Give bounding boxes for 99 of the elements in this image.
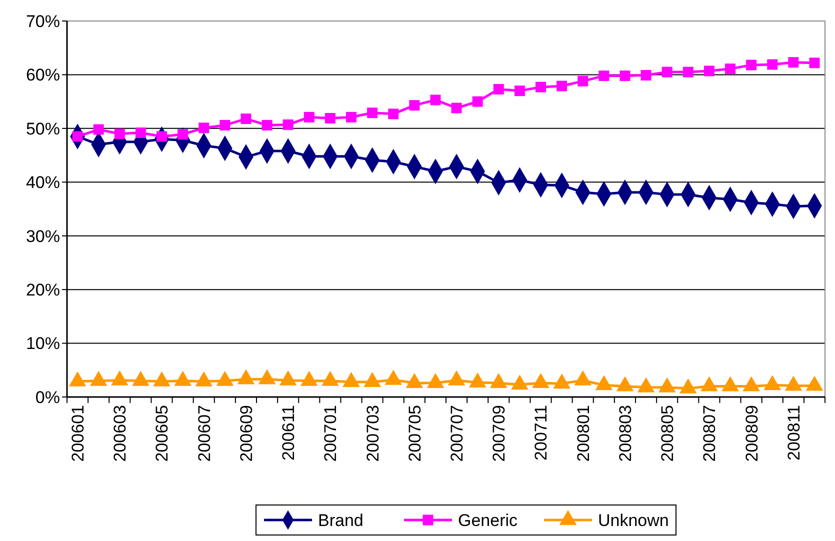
point (279, 370, 297, 386)
point (324, 112, 336, 124)
point (216, 370, 234, 386)
point (93, 124, 104, 135)
point (493, 84, 504, 94)
point (553, 374, 570, 389)
point (578, 76, 588, 86)
point (367, 108, 378, 118)
x-tick-label: 200705 (405, 405, 424, 462)
point (514, 86, 525, 96)
x-tick-label: 200803 (616, 405, 635, 462)
y-tick-label: 60% (26, 66, 60, 85)
point (511, 374, 528, 390)
point (300, 370, 318, 386)
legend-label: Unknown (598, 510, 669, 530)
point (595, 375, 613, 390)
point (195, 371, 213, 386)
point (240, 114, 252, 124)
point (620, 70, 630, 82)
point (364, 372, 381, 387)
x-tick-label: 200607 (194, 405, 214, 462)
point (679, 378, 697, 394)
point (451, 102, 462, 114)
point (198, 122, 210, 134)
legend-label: Brand (318, 510, 364, 530)
x-tick-label: 200601 (68, 405, 88, 462)
point (430, 94, 441, 106)
point (556, 80, 568, 92)
x-tick-label: 200811 (784, 405, 804, 460)
point (468, 372, 486, 388)
point (806, 376, 824, 391)
point (640, 70, 652, 80)
point (346, 112, 356, 122)
point (304, 112, 314, 122)
point (682, 66, 694, 78)
legend-label: Generic (458, 510, 518, 530)
point (68, 371, 86, 386)
point (258, 369, 276, 384)
x-tick-label: 200709 (490, 405, 509, 462)
y-tick-label: 10% (26, 334, 60, 354)
x-tick-label: 200611 (279, 405, 298, 460)
x-tick-label: 200707 (447, 405, 466, 462)
point (174, 370, 192, 386)
y-tick-label: 20% (26, 280, 60, 300)
y-tick-label: 0% (35, 388, 60, 407)
y-tick-label: 40% (26, 173, 60, 192)
point (426, 373, 444, 388)
point (722, 376, 739, 392)
point (662, 66, 672, 78)
point (472, 96, 483, 107)
x-tick-label: 200711 (532, 405, 551, 460)
point (262, 120, 272, 130)
point (409, 100, 420, 111)
point (788, 57, 799, 68)
y-tick-label: 30% (26, 226, 60, 246)
x-tick-label: 200605 (152, 405, 172, 462)
x-tick-label: 200801 (574, 405, 593, 462)
x-tick-label: 200807 (700, 405, 720, 462)
point (658, 377, 676, 392)
point (704, 66, 714, 76)
point (220, 120, 230, 130)
point (598, 70, 610, 82)
point (809, 58, 820, 68)
point (616, 376, 634, 392)
x-tick-label: 200701 (321, 405, 340, 462)
point (637, 377, 655, 392)
x-tick-label: 200703 (363, 405, 382, 462)
x-tick-label: 200609 (236, 405, 256, 462)
point (114, 128, 125, 140)
point (153, 371, 170, 386)
point (700, 376, 718, 392)
point (536, 82, 546, 92)
point (406, 373, 424, 388)
point (742, 376, 760, 392)
point (90, 370, 108, 386)
point (388, 108, 399, 120)
point (237, 369, 255, 384)
point (448, 370, 466, 386)
x-tick-label: 200603 (110, 405, 130, 462)
point (746, 60, 757, 70)
point (132, 370, 150, 386)
point (135, 127, 146, 138)
point (110, 370, 128, 386)
point (725, 64, 736, 74)
point (490, 373, 508, 388)
point (322, 370, 339, 386)
x-tick-label: 200805 (658, 405, 678, 462)
point (784, 376, 802, 391)
point (178, 129, 188, 140)
point (767, 59, 778, 70)
point (764, 375, 782, 390)
point (384, 370, 402, 385)
x-tick-label: 200809 (742, 405, 762, 462)
point (532, 373, 550, 388)
y-tick-label: 50% (26, 119, 60, 138)
point (574, 370, 592, 386)
y-tick-label: 70% (26, 12, 60, 31)
point (342, 372, 360, 387)
point (282, 119, 294, 130)
